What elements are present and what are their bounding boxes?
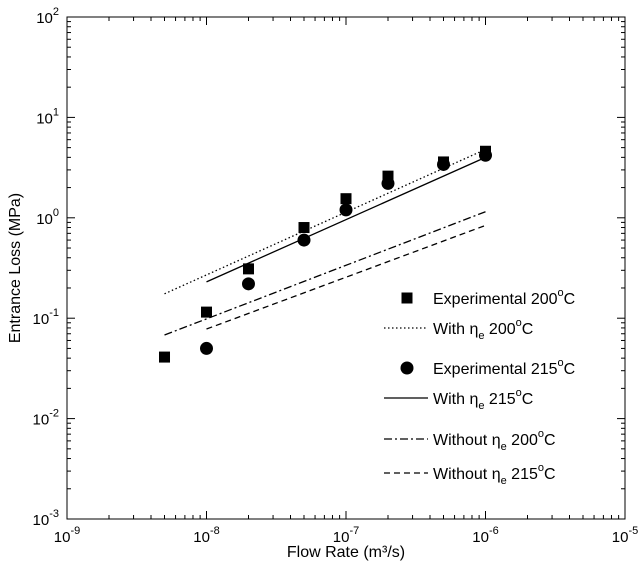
legend-label: Experimental 215oC — [433, 357, 575, 378]
legend-label: Experimental 200oC — [433, 287, 575, 308]
y-axis-label: Entrance Loss (MPa) — [7, 193, 24, 343]
data-point — [200, 342, 213, 355]
data-point — [201, 307, 212, 318]
data-point — [381, 177, 394, 190]
data-point — [340, 203, 353, 216]
data-point — [159, 352, 170, 363]
data-point — [242, 277, 255, 290]
data-point — [341, 193, 352, 204]
legend-marker — [401, 362, 414, 375]
data-point — [437, 158, 450, 171]
x-axis-label: Flow Rate (m³/s) — [287, 544, 405, 561]
legend-marker — [402, 293, 413, 304]
